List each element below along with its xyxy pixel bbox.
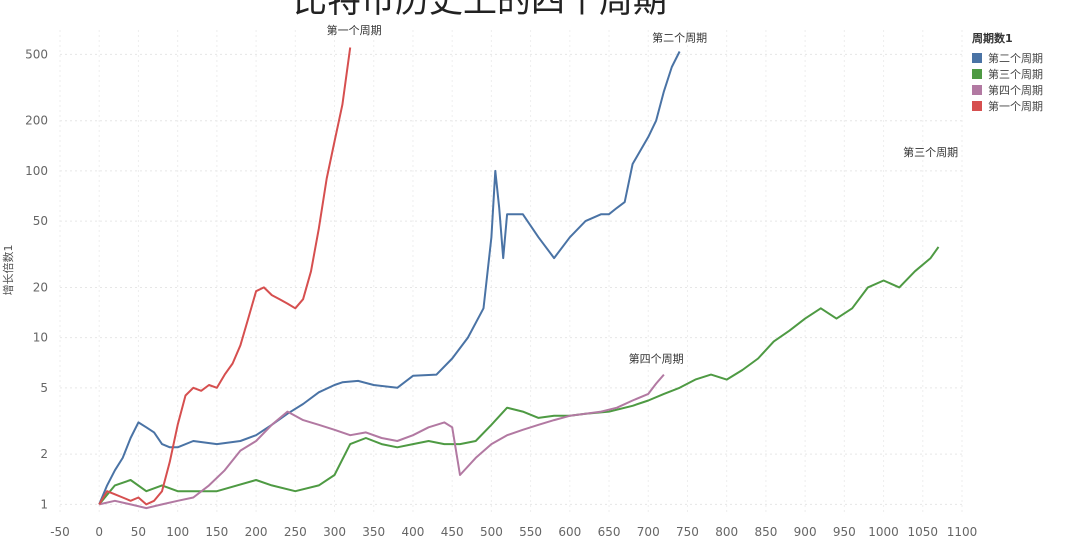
y-tick-label: 1 (40, 497, 48, 511)
legend-item[interactable]: 第二个周期 (972, 50, 1043, 66)
legend-label: 第一个周期 (988, 100, 1043, 113)
x-tick-label: 400 (402, 525, 425, 538)
series-line-3 (98, 373, 665, 510)
annotation-label: 第二个周期 (652, 31, 707, 45)
y-tick-label: 2 (40, 447, 48, 461)
legend-label: 第三个周期 (988, 68, 1043, 81)
x-tick-label: 200 (245, 525, 268, 538)
x-tick-label: 150 (205, 525, 228, 538)
series-line-2 (98, 246, 940, 506)
x-tick-label: 500 (480, 525, 503, 538)
x-tick-label: 650 (598, 525, 621, 538)
legend-swatch (972, 101, 982, 111)
x-tick-label: 1100 (947, 525, 978, 538)
y-axis: 1 2 5 10 20 50 100 200 500 (25, 47, 48, 511)
legend-item[interactable]: 第一个周期 (972, 98, 1043, 114)
annotation-label: 第四个周期 (629, 351, 684, 365)
x-tick-label: 250 (284, 525, 307, 538)
legend-swatch (972, 53, 982, 63)
legend-swatch (972, 85, 982, 95)
x-tick-label: 600 (558, 525, 581, 538)
x-tick-label: 950 (833, 525, 856, 538)
y-tick-label: 50 (33, 214, 48, 228)
x-tick-label: 0 (95, 525, 103, 538)
x-tick-label: 750 (676, 525, 699, 538)
series-line-1 (98, 51, 681, 505)
series-group (98, 47, 940, 510)
x-tick-label: 450 (441, 525, 464, 538)
y-tick-label: 10 (33, 331, 48, 345)
y-tick-label: 100 (25, 164, 48, 178)
x-tick-label: 100 (166, 525, 189, 538)
legend-item[interactable]: 第三个周期 (972, 66, 1043, 82)
y-tick-label: 200 (25, 114, 48, 128)
x-tick-label: 300 (323, 525, 346, 538)
y-tick-label: 500 (25, 47, 48, 61)
series-line-4 (98, 47, 352, 506)
legend-label: 第二个周期 (988, 52, 1043, 65)
legend: 周期数1 第二个周期第三个周期第四个周期第一个周期 (972, 30, 1043, 114)
chart-title: 比特币历史上的四个周期 (293, 0, 667, 21)
grid (59, 30, 963, 512)
annotation-label: 第一个周期 (327, 23, 382, 37)
y-axis-label: 增长倍数1 (1, 245, 15, 296)
x-tick-label: 1000 (868, 525, 899, 538)
x-tick-label: 850 (754, 525, 777, 538)
x-tick-label: 800 (715, 525, 738, 538)
x-tick-label: -50 (50, 525, 70, 538)
x-tick-label: 1050 (908, 525, 939, 538)
x-tick-label: 900 (794, 525, 817, 538)
annotation-label: 第三个周期 (903, 145, 958, 159)
y-tick-label: 20 (33, 280, 48, 294)
legend-title: 周期数1 (972, 32, 1013, 45)
x-tick-label: 550 (519, 525, 542, 538)
x-tick-label: 350 (362, 525, 385, 538)
x-axis: -50 0 50 100 150 200 250 300 350 400 450 500 550 600 6… (50, 525, 977, 538)
legend-swatch (972, 69, 982, 79)
x-tick-label: 50 (131, 525, 146, 538)
legend-item[interactable]: 第四个周期 (972, 82, 1043, 98)
legend-label: 第四个周期 (988, 84, 1043, 97)
legend-items: 第二个周期第三个周期第四个周期第一个周期 (972, 50, 1043, 114)
y-tick-label: 5 (40, 381, 48, 395)
x-tick-label: 700 (637, 525, 660, 538)
